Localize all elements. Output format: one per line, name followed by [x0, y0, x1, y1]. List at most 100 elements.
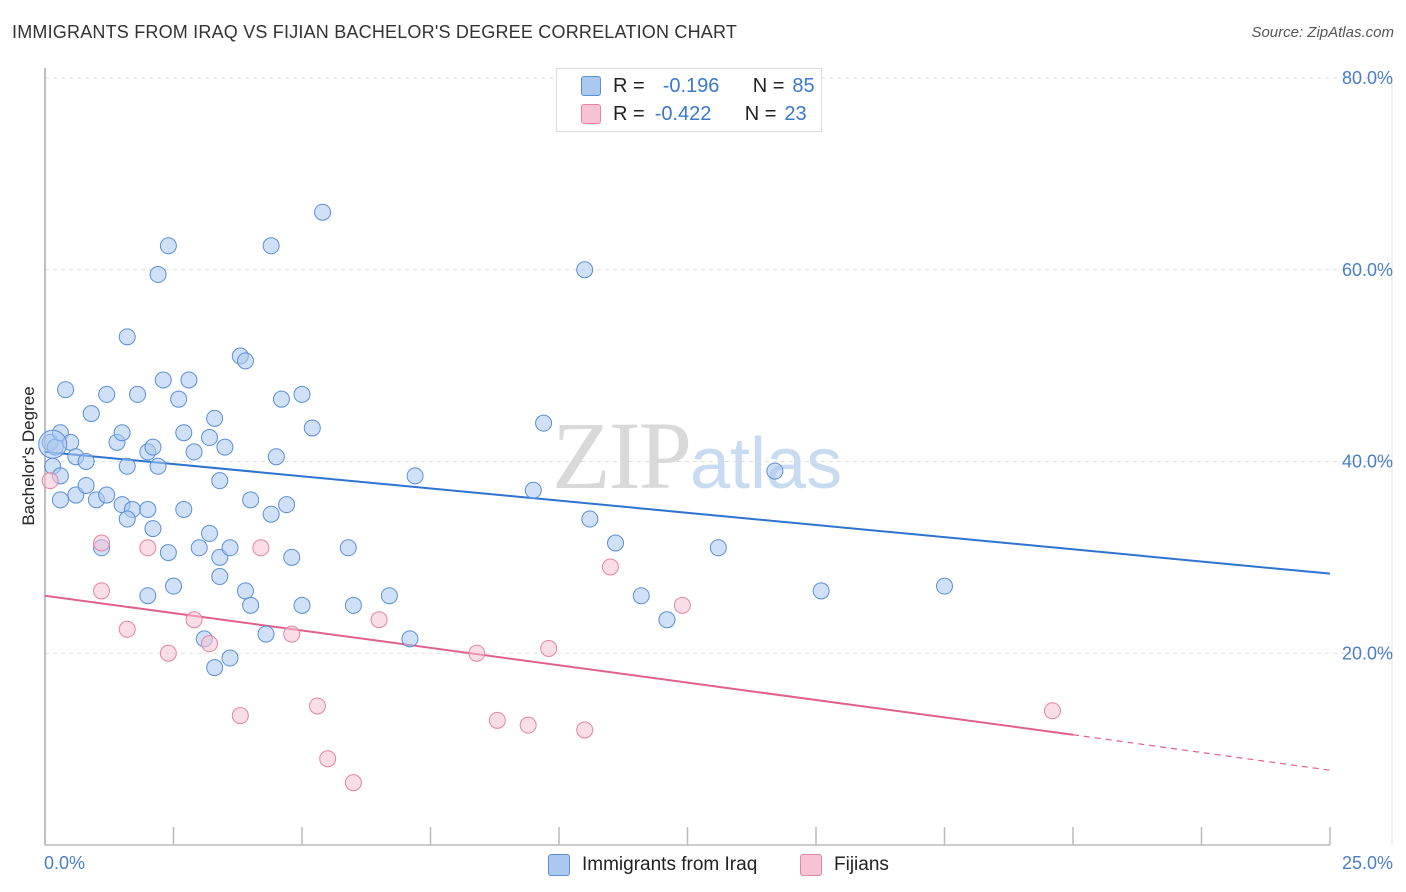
- point-iraq: [535, 414, 553, 432]
- point-iraq: [303, 419, 321, 437]
- point-iraq: [190, 539, 208, 557]
- point-iraq: [149, 266, 167, 284]
- legend-n-value: 85: [792, 74, 815, 97]
- point-iraq: [206, 659, 224, 677]
- legend-swatch-iraq: [581, 76, 601, 96]
- point-iraq: [344, 596, 362, 614]
- point-fijians: [601, 558, 619, 576]
- point-fijians: [41, 472, 59, 490]
- point-fijians: [540, 639, 558, 657]
- point-iraq: [524, 481, 542, 499]
- point-iraq: [98, 385, 116, 403]
- point-iraq: [154, 371, 172, 389]
- point-iraq: [51, 491, 69, 509]
- bottom-legend-label-fijians: Fijians: [834, 854, 889, 875]
- point-iraq: [175, 500, 193, 518]
- point-iraq: [221, 539, 239, 557]
- point-iraq: [82, 405, 100, 423]
- legend-r-label: R =: [613, 102, 645, 125]
- point-fijians: [344, 774, 362, 792]
- point-iraq: [175, 424, 193, 442]
- watermark-atlas: atlas: [690, 424, 843, 504]
- point-fijians: [370, 611, 388, 629]
- point-iraq: [262, 237, 280, 255]
- point-iraq: [278, 496, 296, 514]
- bottom-legend-swatch-iraq: [548, 854, 570, 876]
- source-label: Source: ZipAtlas.com: [1251, 24, 1394, 41]
- point-fijians: [93, 582, 111, 600]
- point-iraq: [380, 587, 398, 605]
- point-iraq: [144, 520, 162, 538]
- point-iraq: [658, 611, 676, 629]
- y-tick-label: 80.0%: [1342, 68, 1393, 88]
- trendline-fijians-extension: [1072, 734, 1331, 771]
- point-iraq: [293, 596, 311, 614]
- point-iraq: [709, 539, 727, 557]
- point-iraq: [170, 390, 188, 408]
- point-fijians: [200, 635, 218, 653]
- point-iraq: [581, 510, 599, 528]
- point-iraq: [236, 582, 254, 600]
- x-tick-label-max: 25.0%: [1342, 853, 1393, 873]
- point-fijians: [319, 750, 337, 768]
- y-tick-label: 40.0%: [1342, 452, 1393, 472]
- point-iraq: [98, 486, 116, 504]
- point-iraq: [149, 457, 167, 475]
- legend-r-value: -0.422: [654, 102, 712, 125]
- point-iraq: [257, 625, 275, 643]
- point-iraq: [216, 438, 234, 456]
- bottom-legend-swatch-fijians: [800, 854, 822, 876]
- point-iraq: [242, 491, 260, 509]
- point-fijians: [673, 596, 691, 614]
- point-iraq: [293, 385, 311, 403]
- axis-layer: [44, 68, 1393, 846]
- label-layer: 20.0% 40.0% 60.0% 80.0% 0.0% 25.0% Bachelor's …: [19, 68, 1393, 873]
- point-fijians: [139, 539, 157, 557]
- point-iraq: [139, 500, 157, 518]
- point-iraq: [211, 568, 229, 586]
- point-iraq: [272, 390, 290, 408]
- point-iraq: [144, 438, 162, 456]
- point-fijians: [231, 707, 249, 725]
- y-tick-label: 60.0%: [1342, 260, 1393, 280]
- trendline-fijians: [44, 594, 1074, 736]
- point-fijians: [519, 716, 537, 734]
- legend-r-label: R =: [613, 74, 645, 97]
- x-tick-label-min: 0.0%: [44, 853, 85, 873]
- bottom-legend-fijians: Fijians: [800, 852, 889, 878]
- point-iraq: [139, 587, 157, 605]
- point-iraq: [339, 539, 357, 557]
- point-iraq: [211, 472, 229, 490]
- stats-legend: R = -0.196 N = 85 R = -0.422 N = 23: [556, 68, 822, 132]
- y-tick-label: 20.0%: [1342, 643, 1393, 663]
- point-fijians: [308, 697, 326, 715]
- point-iraq: [200, 429, 218, 447]
- point-iraq: [180, 371, 198, 389]
- point-iraq: [401, 630, 419, 648]
- point-iraq: [576, 261, 594, 279]
- point-iraq: [159, 237, 177, 255]
- legend-r-value: -0.196: [662, 74, 720, 97]
- point-fijians: [252, 539, 270, 557]
- point-iraq: [242, 596, 260, 614]
- point-iraq: [129, 385, 147, 403]
- point-iraq: [200, 524, 218, 542]
- point-iraq: [118, 510, 136, 528]
- y-axis-title: Bachelor's Degree: [19, 386, 38, 525]
- point-iraq: [57, 381, 75, 399]
- legend-n-label: N =: [744, 102, 777, 125]
- point-fijians: [185, 611, 203, 629]
- point-iraq: [607, 534, 625, 552]
- point-layer: [38, 203, 1061, 792]
- point-iraq: [632, 587, 650, 605]
- point-iraq: [314, 203, 332, 221]
- point-iraq: [262, 505, 280, 523]
- point-iraq: [118, 328, 136, 346]
- point-iraq: [165, 577, 182, 595]
- point-iraq: [766, 462, 784, 480]
- point-iraq: [206, 409, 224, 427]
- trend-layer: [44, 450, 1331, 771]
- bottom-legend-label-iraq: Immigrants from Iraq: [582, 854, 758, 875]
- point-iraq: [936, 577, 953, 595]
